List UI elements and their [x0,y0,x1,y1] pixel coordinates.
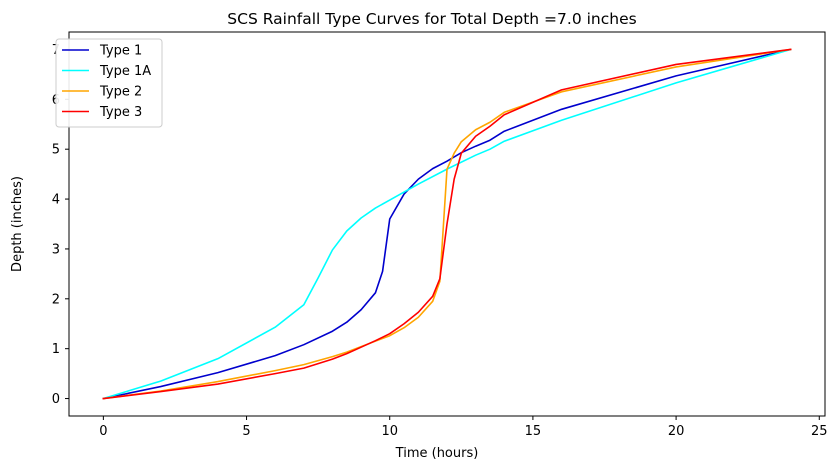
legend-label-3: Type 2 [99,85,142,100]
x-tick-label: 0 [99,424,107,439]
x-axis-label: Time (hours) [395,446,479,461]
legend: Type 1 Type 1A Type 2 Type 3 [55,38,163,128]
y-tick-label: 4 [52,193,60,208]
y-axis-label: Depth (inches) [10,176,25,272]
x-tick-label: 25 [811,424,828,439]
chart-title: SCS Rainfall Type Curves for Total Depth… [227,10,636,28]
x-axis: 0 5 10 15 20 25 [99,416,828,439]
plot-frame [68,31,826,417]
series-layer [102,48,792,400]
legend-label-1: Type 1 [99,44,142,59]
y-tick-label: 2 [52,292,60,307]
legend-label-4: Type 3 [99,105,142,120]
y-tick-label: 1 [52,342,60,357]
y-tick-label: 3 [52,242,60,257]
x-tick-label: 20 [668,424,685,439]
x-tick-label: 10 [381,424,398,439]
y-tick-label: 5 [52,143,60,158]
x-tick-label: 5 [242,424,250,439]
series-line-1 [102,48,792,400]
series-line-3 [102,48,792,400]
series-line-4 [102,48,792,400]
legend-entries: Type 1 Type 1A Type 2 Type 3 [62,44,151,120]
legend-label-2: Type 1A [99,64,151,79]
series-line-2 [102,48,792,400]
x-tick-label: 15 [525,424,542,439]
y-tick-label: 0 [52,392,60,407]
legend-box [55,38,163,128]
